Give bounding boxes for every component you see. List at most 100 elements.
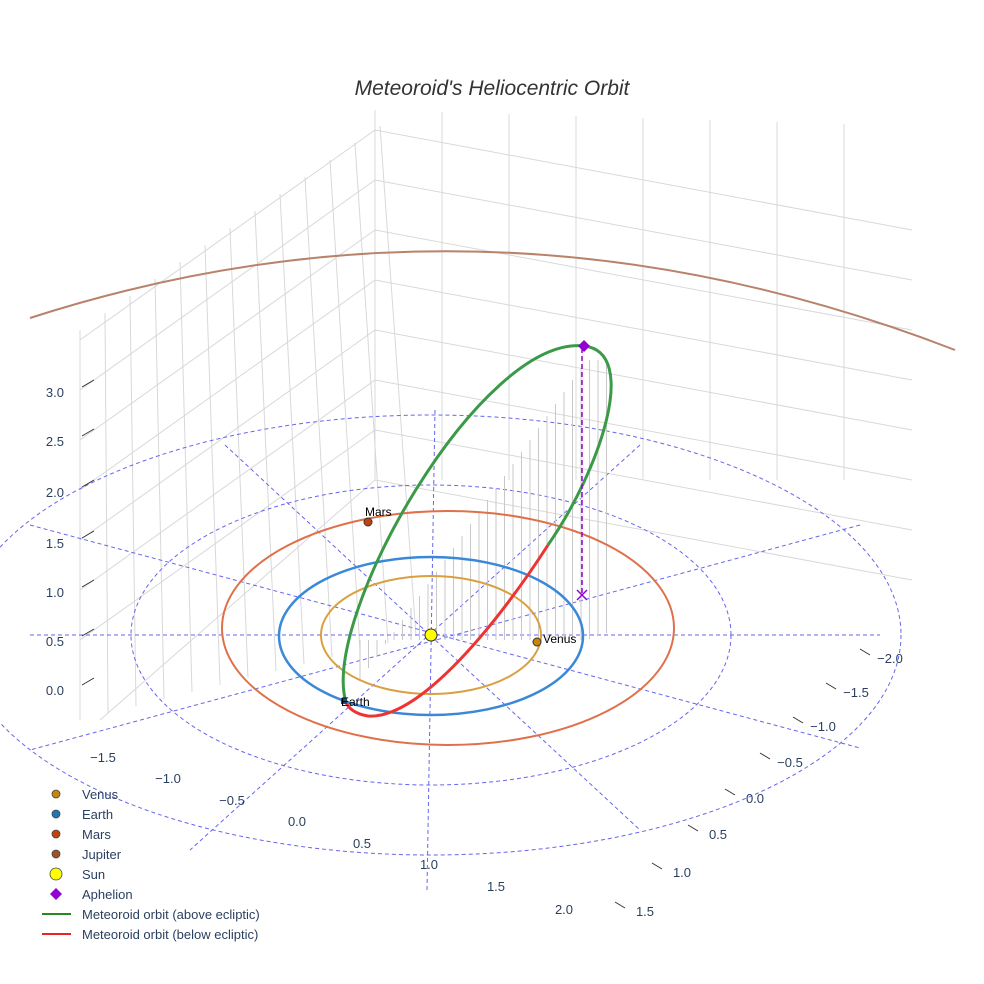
grid-line xyxy=(374,229,913,331)
legend-label: Jupiter xyxy=(82,847,122,862)
z-tick-label: 0.0 xyxy=(46,683,64,698)
grid-line xyxy=(79,279,376,491)
grid-line xyxy=(129,295,137,707)
y-tick-label: 0.5 xyxy=(709,827,727,842)
legend-item[interactable]: Jupiter xyxy=(51,847,122,862)
legend-item[interactable]: Mars xyxy=(51,827,111,842)
grid-line xyxy=(79,179,376,391)
legend: Venus Earth Mars Jupiter Sun Aphelion Meteoroi… xyxy=(42,787,260,942)
legend-item[interactable]: Earth xyxy=(51,807,113,822)
legend-circle-icon xyxy=(51,849,61,859)
axis-ticks: 0.0 0.5 1.0 1.5 2.0 2.5 3.0 −1.5 −1.0 −0.5 0.0 0.5 1… xyxy=(46,379,903,919)
z-tick-label: 2.5 xyxy=(46,434,64,449)
ecliptic-axis xyxy=(189,444,641,851)
venus-marker xyxy=(532,637,542,647)
y-tick-mark xyxy=(724,788,736,796)
grid-line xyxy=(374,379,913,481)
y-tick-label: 1.0 xyxy=(673,865,691,880)
ecliptic-ring-outer xyxy=(0,414,902,856)
chart-title: Meteoroid's Heliocentric Orbit xyxy=(355,77,631,100)
mars-orbit xyxy=(221,510,675,746)
y-tick-mark xyxy=(825,682,837,690)
grid-line xyxy=(154,278,165,700)
z-tick-mark xyxy=(81,379,95,388)
ecliptic-axis xyxy=(426,409,436,891)
legend-circle-icon xyxy=(51,789,61,799)
z-tick-mark xyxy=(81,677,95,686)
z-tick-mark xyxy=(81,428,95,437)
x-tick-label: −1.5 xyxy=(90,750,116,765)
grid-line xyxy=(374,179,913,281)
grid-line xyxy=(374,279,913,381)
grid-line xyxy=(79,229,376,441)
z-tick-mark xyxy=(81,530,95,539)
grid-line xyxy=(374,329,913,431)
venus-label: Venus xyxy=(543,632,576,646)
legend-circle-icon xyxy=(51,829,61,839)
legend-label: Earth xyxy=(82,807,113,822)
aphelion-marker xyxy=(578,340,590,352)
y-tick-mark xyxy=(651,862,663,870)
z-tick-label: 1.5 xyxy=(46,536,64,551)
y-tick-mark xyxy=(792,716,804,724)
grid-line xyxy=(279,193,305,665)
mars-label: Mars xyxy=(365,505,392,519)
x-tick-label: 0.5 xyxy=(353,836,371,851)
legend-label: Venus xyxy=(82,787,119,802)
legend-label: Aphelion xyxy=(82,887,133,902)
grid-line xyxy=(99,479,376,721)
grid-line xyxy=(374,479,913,581)
grid-line xyxy=(79,329,376,541)
sun-marker xyxy=(424,628,438,642)
z-tick-label: 1.0 xyxy=(46,585,64,600)
legend-item[interactable]: Meteoroid orbit (above ecliptic) xyxy=(42,907,260,922)
z-tick-mark xyxy=(81,479,95,488)
grid xyxy=(79,110,913,721)
x-tick-label: 0.0 xyxy=(288,814,306,829)
y-tick-mark xyxy=(759,752,771,760)
grid-line xyxy=(254,210,277,672)
legend-diamond-icon xyxy=(50,888,62,900)
legend-item[interactable]: Venus xyxy=(51,787,119,802)
legend-label: Sun xyxy=(82,867,105,882)
legend-label: Meteoroid orbit (above ecliptic) xyxy=(82,907,260,922)
y-tick-label: −1.5 xyxy=(843,685,869,700)
legend-item[interactable]: Meteoroid orbit (below ecliptic) xyxy=(42,927,258,942)
earth-orbit xyxy=(277,555,585,717)
grid-line xyxy=(204,244,221,686)
grid-line xyxy=(104,312,109,714)
z-tick-mark xyxy=(81,579,95,588)
y-tick-mark xyxy=(859,648,871,656)
aphelion-projection-x xyxy=(576,589,588,601)
x-tick-label: −0.5 xyxy=(219,793,245,808)
y-tick-mark xyxy=(687,824,699,832)
grid-line xyxy=(374,129,913,231)
legend-item[interactable]: Aphelion xyxy=(50,887,133,902)
x-tick-label: 1.5 xyxy=(487,879,505,894)
x-tick-label: 2.0 xyxy=(555,902,573,917)
jupiter-orbit xyxy=(29,250,956,351)
meteoroid-orbit-below xyxy=(344,544,550,718)
grid-line xyxy=(229,227,249,679)
legend-label: Meteoroid orbit (below ecliptic) xyxy=(82,927,258,942)
z-tick-label: 2.0 xyxy=(46,485,64,500)
venus-orbit xyxy=(320,575,542,695)
grid-line xyxy=(79,429,376,641)
earth-marker xyxy=(341,698,347,704)
legend-circle-icon xyxy=(51,809,61,819)
grid-line xyxy=(79,129,376,341)
z-tick-label: 0.5 xyxy=(46,634,64,649)
grid-line xyxy=(179,261,193,693)
y-tick-label: −0.5 xyxy=(777,755,803,770)
meteoroid-orbit-above xyxy=(341,344,613,703)
y-tick-label: −2.0 xyxy=(877,651,903,666)
x-tick-label: −1.0 xyxy=(155,771,181,786)
z-tick-label: 3.0 xyxy=(46,385,64,400)
legend-label: Mars xyxy=(82,827,111,842)
z-tick-mark xyxy=(81,628,95,637)
earth-label: Earth xyxy=(341,695,370,709)
legend-circle-icon xyxy=(49,867,63,881)
x-tick-label: 1.0 xyxy=(420,857,438,872)
legend-item[interactable]: Sun xyxy=(49,867,105,882)
